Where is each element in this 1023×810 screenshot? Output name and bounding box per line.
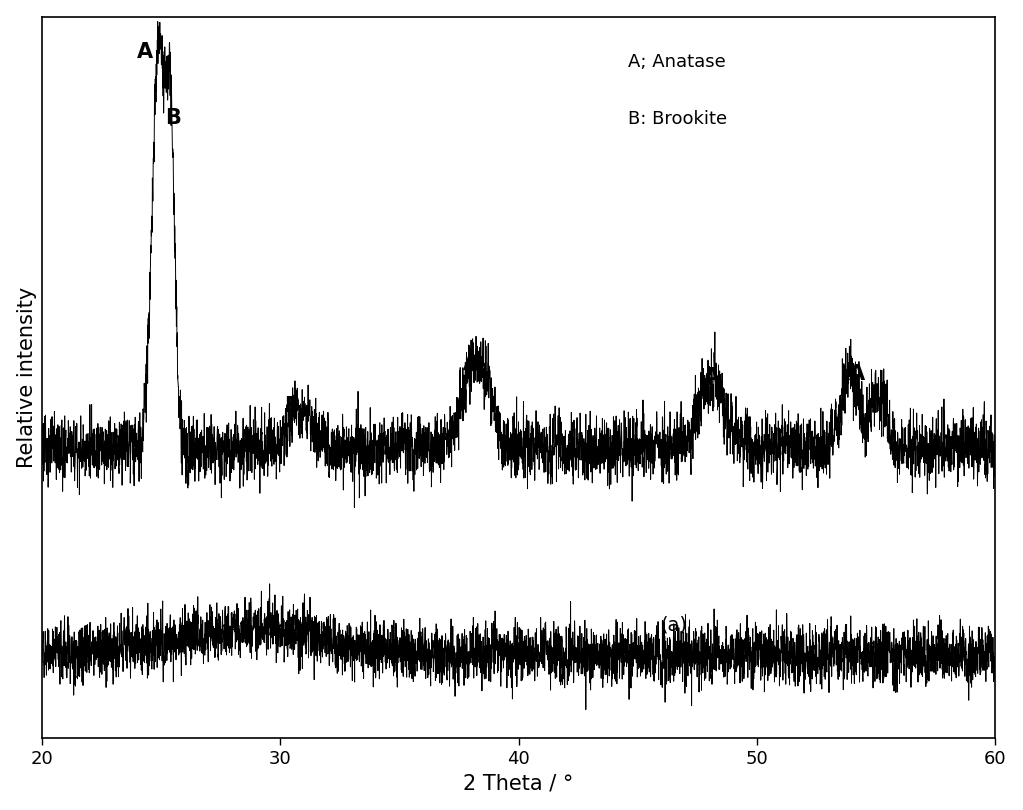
Text: A: A [704, 368, 719, 387]
X-axis label: 2 Theta / °: 2 Theta / ° [463, 774, 574, 793]
Text: B: B [284, 396, 301, 416]
Y-axis label: Relative intensity: Relative intensity [16, 287, 37, 468]
Text: A: A [849, 364, 864, 384]
Text: B: Brookite: B: Brookite [628, 110, 727, 129]
Text: A: A [137, 42, 152, 62]
Text: (b): (b) [660, 441, 687, 460]
Text: (a): (a) [660, 616, 687, 635]
Text: A; Anatase: A; Anatase [628, 53, 726, 70]
Text: B: B [166, 108, 181, 128]
Text: A: A [463, 355, 479, 374]
